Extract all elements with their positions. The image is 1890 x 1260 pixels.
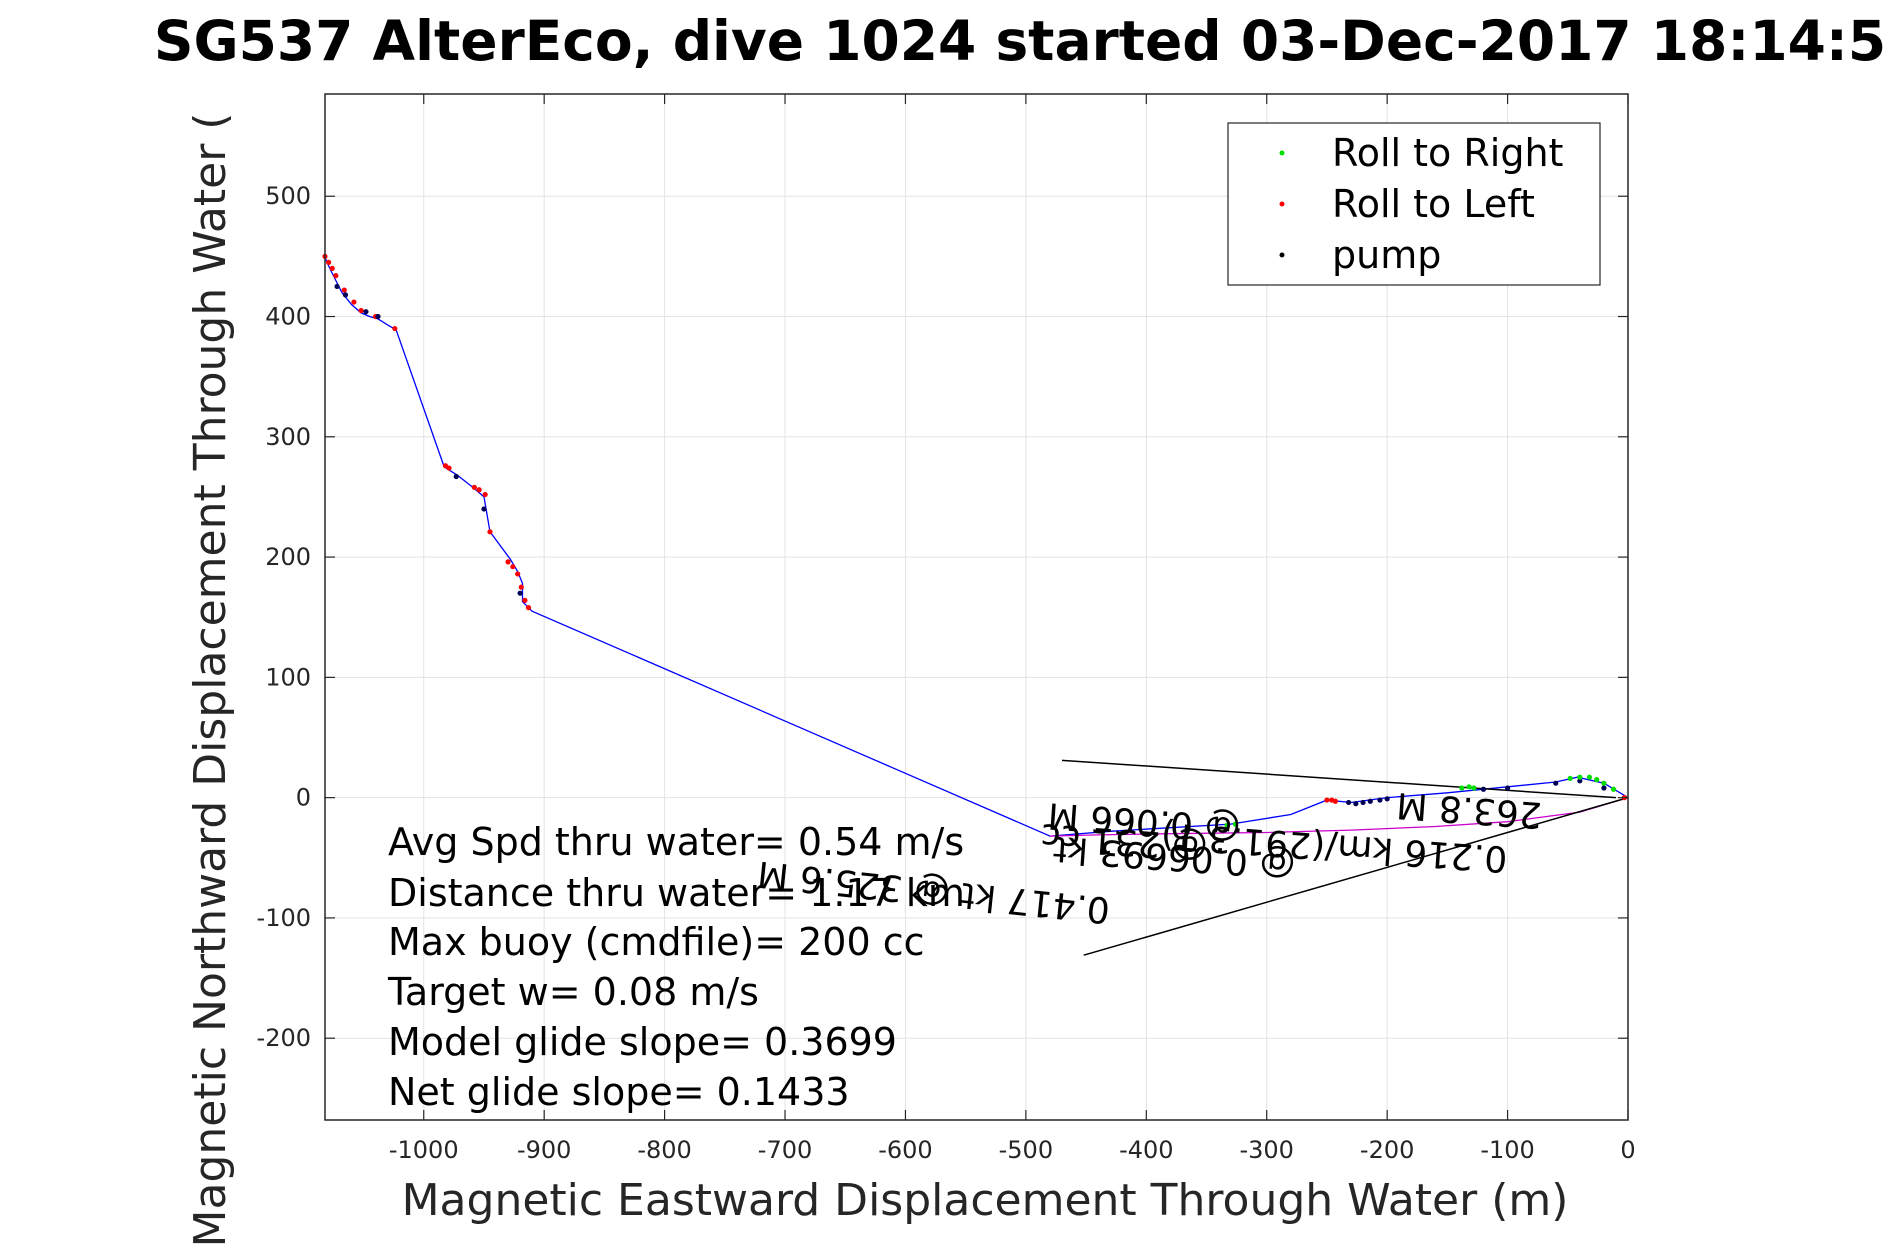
pump-point [363, 309, 369, 315]
roll-left-point [341, 287, 347, 293]
roll-left-point [392, 325, 398, 332]
pump-point [481, 506, 487, 512]
flipped-label-heading: 263.8 M [1395, 784, 1543, 835]
stats-annotation: Avg Spd thru water= 0.54 m/s Distance th… [387, 820, 965, 1114]
x-tick-label: -800 [637, 1136, 691, 1164]
tick-layer: -1000 -900 -800 -700 -600 -500 -400 -300 -200 -10… [257, 94, 1636, 1164]
x-tick-label: -200 [1360, 1136, 1414, 1164]
x-tick-label: -400 [1119, 1136, 1173, 1164]
legend: Roll to Right Roll to Left pump [1227, 122, 1601, 286]
roll-left-point [522, 597, 528, 603]
stat-avg-speed: Avg Spd thru water= 0.54 m/s [388, 820, 964, 864]
stat-net-glide: Net glide slope= 0.1433 [388, 1070, 850, 1114]
stat-target-w: Target w= 0.08 m/s [387, 970, 759, 1014]
plot-area-frame [324, 93, 1629, 1121]
roll-right-point [1471, 785, 1477, 791]
series-layer [324, 257, 1629, 956]
roll-left-point [1324, 797, 1330, 803]
roll-left-point [446, 465, 452, 471]
pump-point [1384, 796, 1390, 802]
pump-point [1601, 785, 1607, 791]
roll-right-point [1232, 821, 1239, 827]
roll-right-point [1224, 822, 1230, 828]
y-tick-label: -100 [257, 904, 311, 932]
series-line-1 [1049, 796, 1629, 837]
stat-max-buoy: Max buoy (cmdfile)= 200 cc [388, 920, 925, 964]
legend-box [1227, 122, 1601, 286]
x-tick-label: -700 [758, 1136, 812, 1164]
pump-point [334, 283, 340, 290]
pump-point [375, 313, 381, 320]
roll-left-point [351, 299, 357, 305]
x-tick-label: 0 [1620, 1136, 1635, 1164]
pump-point [1346, 799, 1352, 806]
roll-right-point [1466, 784, 1472, 790]
pump-point [1360, 799, 1366, 806]
x-tick-label: -500 [999, 1136, 1053, 1164]
legend-marker-roll-left [1279, 201, 1285, 207]
x-tick-label: -900 [517, 1136, 571, 1164]
y-axis-label: Magnetic Northward Displacement Through … [185, 113, 236, 1248]
legend-marker-roll-right [1279, 150, 1285, 156]
legend-label-pump: pump [1332, 233, 1441, 277]
x-tick-label: -100 [1480, 1136, 1534, 1164]
roll-left-point [333, 273, 339, 279]
legend-marker-pump [1279, 252, 1285, 258]
roll-left-point [510, 564, 516, 570]
y-tick-label: 300 [265, 423, 311, 451]
pump-point [1480, 786, 1487, 792]
roll-left-point [326, 259, 332, 265]
y-tick-label: 500 [265, 182, 311, 210]
pump-point [342, 292, 349, 298]
roll-right-point [1610, 786, 1617, 792]
roll-left-point [518, 584, 524, 590]
stat-distance: Distance thru water= 1.17 km [388, 871, 965, 915]
chart-title: SG537 AlterEco, dive 1024 started 03-Dec… [154, 9, 1886, 73]
x-tick-label: -600 [878, 1136, 932, 1164]
series-line-0 [324, 257, 1629, 837]
roll-left-point [358, 307, 364, 314]
points-layer [322, 253, 1627, 828]
y-tick-label: 0 [296, 784, 311, 812]
roll-right-point [1577, 774, 1583, 780]
legend-label-roll-left: Roll to Left [1332, 182, 1535, 226]
roll-left-point [487, 529, 493, 535]
y-tick-label: -200 [257, 1024, 311, 1052]
roll-left-point [471, 484, 477, 490]
roll-left-point [505, 559, 511, 565]
roll-left-point [515, 571, 521, 577]
roll-right-point [1594, 777, 1600, 783]
roll-left-point [476, 487, 482, 493]
roll-right-point [1601, 780, 1607, 786]
x-tick-label: -1000 [389, 1136, 459, 1164]
pump-point [1577, 778, 1583, 784]
vector-line-0 [1061, 759, 1617, 799]
legend-label-roll-right: Roll to Right [1332, 131, 1563, 175]
roll-left-point [329, 265, 335, 272]
pump-point [453, 473, 459, 480]
pump-point [1504, 785, 1511, 791]
y-tick-label: 100 [265, 663, 311, 691]
x-tick-label: -300 [1239, 1136, 1293, 1164]
pump-point [517, 590, 523, 596]
pump-point [1377, 797, 1383, 803]
roll-left-point [482, 491, 488, 498]
pump-point [1353, 801, 1359, 807]
pump-point [1553, 780, 1559, 786]
pump-point [1367, 798, 1373, 804]
stat-model-glide: Model glide slope= 0.3699 [388, 1020, 897, 1064]
vector-line-1 [1083, 796, 1629, 956]
roll-left-point [1332, 798, 1338, 804]
roll-right-point [1567, 775, 1573, 782]
roll-right-point [1586, 774, 1593, 780]
roll-right-point [1459, 785, 1465, 791]
y-tick-label: 200 [265, 543, 311, 571]
x-axis-label: Magnetic Eastward Displacement Through W… [402, 1175, 1569, 1226]
y-tick-label: 400 [265, 303, 311, 331]
roll-left-point [525, 605, 532, 611]
